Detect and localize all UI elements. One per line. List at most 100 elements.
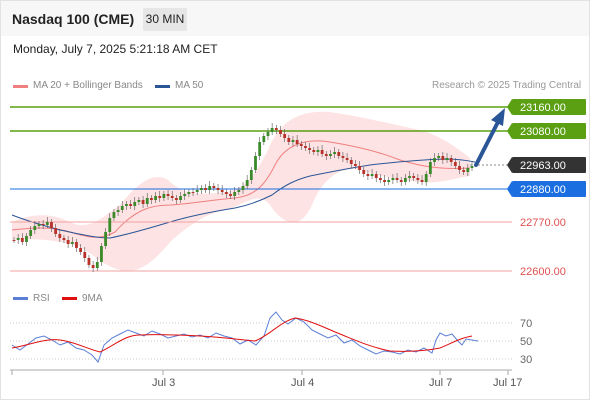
candle-body [379, 178, 382, 180]
candle-body [258, 142, 262, 156]
candle-body [204, 188, 207, 190]
candle-body [428, 162, 432, 174]
candle-body [183, 194, 187, 196]
header-bar: Nasdaq 100 (CME) 30 MIN [1, 1, 589, 36]
candle-body [62, 238, 66, 240]
candle-body [25, 236, 28, 242]
ma20-swatch [13, 85, 28, 88]
candle-body [262, 136, 266, 142]
candle-body [79, 248, 83, 252]
candle-body [287, 138, 291, 142]
candle-body [212, 186, 216, 188]
svg-text:23080.00: 23080.00 [520, 126, 566, 138]
candle-body [104, 232, 107, 246]
rsi-9ma-swatch [62, 297, 77, 300]
watermark: Research © 2025 Trading Central [432, 80, 582, 91]
ma20-line [11, 140, 471, 238]
timeframe-button[interactable]: 30 MIN [143, 8, 187, 31]
candle-body [108, 218, 112, 232]
candle-body [20, 238, 24, 242]
legend-ma50: MA 50 [175, 80, 204, 91]
candle-body [337, 152, 341, 156]
candle-body [158, 196, 162, 198]
candle-body [470, 166, 474, 168]
candle-body [304, 146, 307, 148]
candle-body [254, 156, 257, 170]
candle-body [120, 206, 124, 210]
candle-body [449, 158, 453, 162]
candle-body [316, 150, 320, 152]
candle-body [358, 166, 361, 170]
candle-body [229, 194, 232, 196]
candle-body [70, 242, 74, 244]
candle-body [41, 224, 45, 225]
candle-body [420, 180, 424, 182]
candle-body [166, 194, 170, 196]
candle-body [141, 200, 145, 204]
rsi-line [11, 311, 479, 363]
candle-body [245, 180, 249, 186]
candle-body [383, 180, 386, 182]
candle-body [50, 222, 53, 228]
candle-body [399, 180, 403, 182]
candle-body [224, 192, 228, 194]
candle-body [270, 128, 274, 132]
forecast-arrow [474, 118, 501, 167]
candle-body [208, 186, 212, 190]
candle-body [83, 252, 87, 258]
svg-text:22963.00: 22963.00 [520, 160, 566, 172]
candle-body [133, 202, 137, 206]
candlesticks [12, 123, 474, 272]
candle-body [445, 158, 449, 160]
svg-text:22880.00: 22880.00 [520, 184, 566, 196]
candle-body [112, 212, 116, 218]
x-tick-jul17: Jul 17 [493, 377, 522, 389]
candle-body [441, 156, 445, 160]
x-tick-jul4: Jul 4 [291, 377, 314, 389]
candle-body [12, 240, 16, 241]
instrument-title: Nasdaq 100 (CME) [12, 11, 135, 27]
candle-body [349, 160, 353, 164]
rsi-9ma-line [11, 317, 473, 353]
candle-body [408, 176, 411, 178]
candle-body [75, 242, 78, 248]
candle-body [279, 130, 282, 134]
candle-body [170, 196, 174, 198]
ma50-line [11, 158, 476, 239]
rsi-tick-70: 70 [520, 318, 532, 330]
candle-body [220, 190, 224, 192]
candle-body [116, 210, 120, 212]
candle-body [45, 222, 49, 225]
candle-body [453, 162, 457, 166]
candle-body [162, 194, 166, 198]
candle-body [320, 150, 324, 154]
candle-body [412, 176, 416, 178]
candle-body [387, 180, 391, 182]
candle-body [150, 198, 153, 200]
candle-body [195, 190, 199, 192]
x-tick-jul3: Jul 3 [152, 377, 175, 389]
timestamp: Monday, July 7, 2025 5:21:18 AM CET [13, 42, 218, 56]
candle-body [308, 148, 312, 150]
bollinger-band [12, 111, 470, 271]
candle-body [95, 262, 99, 268]
candle-body [283, 134, 287, 138]
candle-body [458, 166, 461, 170]
candle-body [395, 178, 399, 180]
candle-body [424, 174, 428, 182]
candle-body [87, 258, 91, 265]
candle-body [179, 196, 182, 200]
candle-body [299, 144, 303, 146]
candle-body [129, 204, 132, 206]
candle-body [354, 164, 357, 166]
rsi-tick-30: 30 [520, 354, 532, 366]
candle-body [187, 192, 191, 194]
candle-body [366, 174, 370, 176]
candle-body [370, 174, 374, 176]
candle-body [125, 204, 128, 206]
candle-body [145, 198, 149, 204]
candle-body [329, 154, 332, 156]
price-tag-23080: 23080.00 [507, 123, 586, 139]
candle-body [191, 192, 195, 193]
